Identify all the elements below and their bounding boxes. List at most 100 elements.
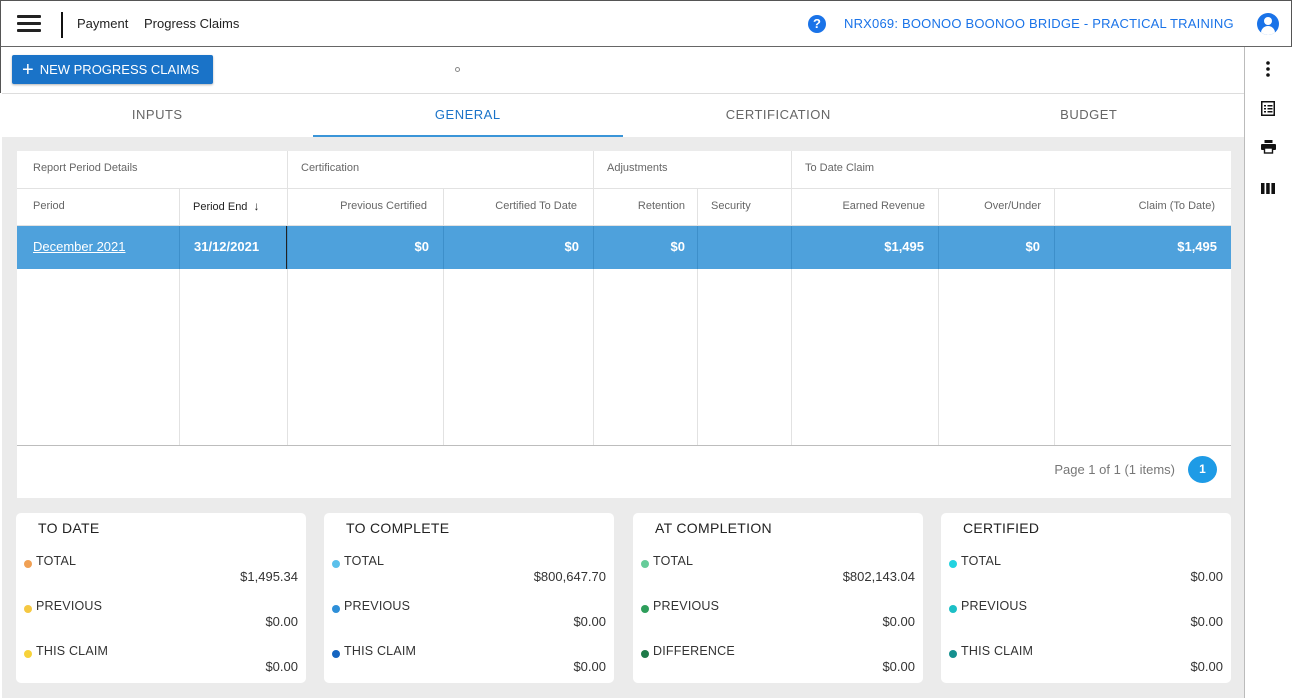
column-header-security[interactable]: Security (697, 189, 791, 226)
column-header-claim-to-date[interactable]: Claim (To Date) (1054, 189, 1231, 226)
card-item-value: $0.00 (882, 614, 915, 629)
card-item-value: $0.00 (1190, 659, 1223, 674)
tab-inputs[interactable]: INPUTS (131, 107, 183, 122)
cell-over-under: $0 (938, 226, 1054, 269)
loading-indicator (455, 67, 460, 72)
card-item-value: $0.00 (1190, 569, 1223, 584)
new-progress-claims-button[interactable]: + NEW PROGRESS CLAIMS (12, 55, 213, 84)
group-to-date-claim: To Date Claim (791, 151, 1231, 189)
tab-certification[interactable]: CERTIFICATION (725, 107, 831, 122)
card-item-value: $0.00 (573, 614, 606, 629)
card-item-value: $0.00 (1190, 614, 1223, 629)
legend-dot-icon (641, 560, 649, 568)
page-toolbar: + NEW PROGRESS CLAIMS (0, 47, 1244, 93)
legend-dot-icon (949, 605, 957, 613)
card-item: THIS CLAIM $0.00 (332, 644, 606, 684)
project-title[interactable]: NRX069: BOONOO BOONOO BRIDGE - PRACTICAL… (844, 16, 1234, 31)
cell-claim-to-date: $1,495 (1054, 226, 1231, 269)
card-item: TOTAL $802,143.04 (641, 554, 915, 594)
card-item-label: DIFFERENCE (653, 644, 735, 658)
user-account-icon[interactable] (1257, 13, 1279, 35)
grid-footer-divider (17, 445, 1231, 446)
card-item-value: $802,143.04 (842, 569, 915, 584)
card-item-label: PREVIOUS (36, 599, 103, 613)
card-item-value: $0.00 (265, 659, 298, 674)
column-header-period-end-label: Period End (193, 201, 248, 213)
card-item-value: $0.00 (265, 614, 298, 629)
grid-column-divider (179, 269, 180, 445)
group-certification: Certification (287, 151, 593, 189)
legend-dot-icon (24, 650, 32, 658)
sort-descending-icon[interactable]: ↓ (253, 199, 260, 213)
cell-security (697, 226, 791, 269)
card-item-label: THIS CLAIM (344, 644, 417, 658)
card-title: AT COMPLETION (655, 520, 772, 536)
breadcrumb-module[interactable]: Payment (77, 16, 129, 31)
grid-column-divider (443, 269, 444, 445)
card-item-label: THIS CLAIM (961, 644, 1034, 658)
columns-icon[interactable] (1259, 179, 1277, 197)
more-vertical-icon[interactable] (1259, 60, 1277, 78)
grid-column-header: Period Period End ↓ Previous Certified Ce… (17, 189, 1231, 226)
grid-column-divider (287, 269, 288, 445)
plus-icon: + (22, 58, 34, 81)
card-item-value: $0.00 (882, 659, 915, 674)
legend-dot-icon (24, 560, 32, 568)
card-item: PREVIOUS $0.00 (24, 599, 298, 639)
card-item-label: TOTAL (961, 554, 1002, 568)
column-header-retention[interactable]: Retention (593, 189, 697, 226)
card-item-label: PREVIOUS (344, 599, 411, 613)
legend-dot-icon (332, 560, 340, 568)
column-header-previous-certified[interactable]: Previous Certified (287, 189, 443, 226)
grid-column-divider (791, 269, 792, 445)
grid-group-header: Report Period Details Certification Adju… (17, 151, 1231, 189)
hamburger-menu-icon[interactable] (17, 15, 41, 33)
printer-icon[interactable] (1259, 138, 1277, 156)
column-header-period[interactable]: Period (33, 200, 65, 212)
cell-earned-revenue: $1,495 (791, 226, 938, 269)
legend-dot-icon (949, 650, 957, 658)
card-item-label: TOTAL (653, 554, 694, 568)
help-circle-icon[interactable]: ? (808, 15, 826, 33)
cell-period-link[interactable]: December 2021 (33, 239, 126, 254)
right-action-rail (1244, 47, 1292, 698)
legend-dot-icon (949, 560, 957, 568)
group-report-period: Report Period Details (33, 162, 138, 174)
pager-summary: Page 1 of 1 (1 items) (1054, 462, 1175, 477)
card-item-label: PREVIOUS (653, 599, 720, 613)
table-row[interactable]: December 2021 31/12/2021 $0 $0 $0 $1,495… (17, 226, 1231, 269)
card-title: TO COMPLETE (346, 520, 450, 536)
card-item-value: $0.00 (573, 659, 606, 674)
tab-budget[interactable]: BUDGET (1060, 107, 1118, 122)
list-view-icon[interactable] (1259, 99, 1277, 117)
legend-dot-icon (332, 650, 340, 658)
grid-column-divider (1054, 269, 1055, 445)
column-header-earned-revenue[interactable]: Earned Revenue (791, 189, 938, 226)
summary-card-certified: CERTIFIED TOTAL $0.00 PREVIOUS $0.00 THI… (941, 513, 1231, 683)
cell-certified-to-date: $0 (443, 226, 593, 269)
card-title: CERTIFIED (963, 520, 1040, 536)
card-item: PREVIOUS $0.00 (332, 599, 606, 639)
legend-dot-icon (641, 605, 649, 613)
top-bar: Payment Progress Claims ? NRX069: BOONOO… (0, 0, 1292, 47)
group-adjustments: Adjustments (593, 151, 791, 189)
tab-general[interactable]: GENERAL (312, 94, 624, 137)
card-item-label: PREVIOUS (961, 599, 1028, 613)
grid-column-divider (697, 269, 698, 445)
column-header-over-under[interactable]: Over/Under (938, 189, 1054, 226)
new-progress-claims-label: NEW PROGRESS CLAIMS (39, 62, 200, 77)
tab-bar: INPUTS GENERAL CERTIFICATION BUDGET (2, 93, 1244, 137)
card-item-value: $800,647.70 (533, 569, 606, 584)
column-header-period-end[interactable]: Period End ↓ (179, 189, 287, 226)
column-header-certified-to-date[interactable]: Certified To Date (443, 189, 593, 226)
card-title: TO DATE (38, 520, 100, 536)
progress-claims-grid: Report Period Details Certification Adju… (17, 151, 1231, 498)
cell-previous-certified: $0 (287, 226, 443, 269)
grid-column-divider (938, 269, 939, 445)
card-item: TOTAL $1,495.34 (24, 554, 298, 594)
pager-page-button[interactable]: 1 (1188, 456, 1217, 483)
card-item: THIS CLAIM $0.00 (949, 644, 1223, 684)
legend-dot-icon (332, 605, 340, 613)
legend-dot-icon (24, 605, 32, 613)
legend-dot-icon (641, 650, 649, 658)
